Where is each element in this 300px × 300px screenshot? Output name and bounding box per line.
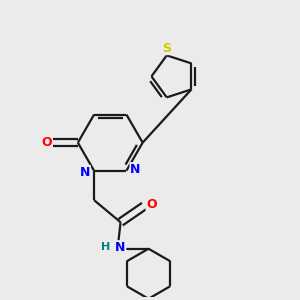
- Text: N: N: [116, 241, 126, 254]
- Text: O: O: [146, 198, 157, 211]
- Text: H: H: [101, 242, 110, 252]
- Text: N: N: [130, 163, 140, 176]
- Text: N: N: [80, 166, 90, 179]
- Text: O: O: [42, 136, 52, 149]
- Text: S: S: [162, 41, 171, 55]
